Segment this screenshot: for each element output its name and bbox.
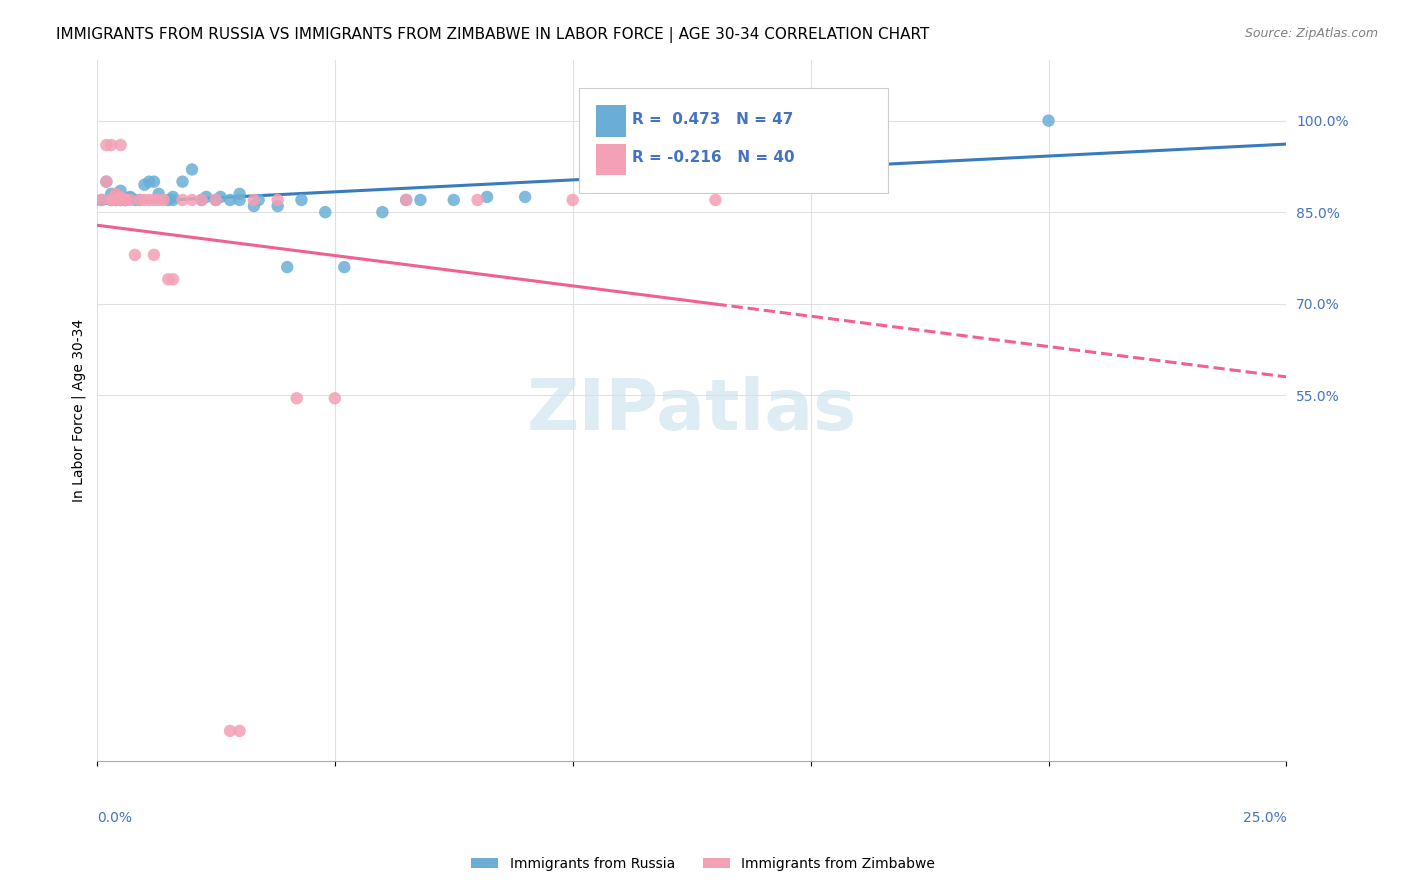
Point <box>90 193 112 207</box>
Legend: Immigrants from Russia, Immigrants from Zimbabwe: Immigrants from Russia, Immigrants from … <box>465 851 941 876</box>
Point <box>228 723 250 738</box>
Text: IMMIGRANTS FROM RUSSIA VS IMMIGRANTS FROM ZIMBABWE IN LABOR FORCE | AGE 30-34 CO: IMMIGRANTS FROM RUSSIA VS IMMIGRANTS FRO… <box>56 27 929 43</box>
Point <box>114 193 136 207</box>
Point <box>110 138 132 153</box>
Point <box>104 186 127 201</box>
Point <box>100 193 122 207</box>
Point <box>148 186 170 201</box>
Point <box>138 193 160 207</box>
FancyBboxPatch shape <box>596 144 626 176</box>
Point <box>276 260 298 274</box>
Point <box>190 193 212 207</box>
Point <box>181 193 204 207</box>
Point <box>96 175 118 189</box>
Point <box>172 193 194 207</box>
Text: ZIPatlas: ZIPatlas <box>527 376 856 445</box>
Point <box>475 190 498 204</box>
Point <box>633 113 655 128</box>
Point <box>124 248 146 262</box>
Point <box>395 193 418 207</box>
Point <box>142 248 165 262</box>
FancyBboxPatch shape <box>579 87 889 193</box>
Point <box>204 193 226 207</box>
Point <box>443 193 465 207</box>
Point <box>96 138 118 153</box>
Point <box>467 193 489 207</box>
Point <box>333 260 356 274</box>
Point <box>120 190 142 204</box>
Point <box>219 723 242 738</box>
Point <box>104 186 127 201</box>
Text: 0.0%: 0.0% <box>97 811 132 824</box>
Point <box>561 193 583 207</box>
Point <box>181 162 204 177</box>
Point <box>114 193 136 207</box>
Point <box>120 191 142 205</box>
Point <box>114 193 136 207</box>
Point <box>138 175 160 189</box>
Point <box>114 192 136 206</box>
Point <box>190 193 212 207</box>
Point <box>90 193 112 207</box>
Point <box>110 193 132 207</box>
Point <box>134 193 156 207</box>
Point <box>148 193 170 207</box>
Point <box>266 199 288 213</box>
Point <box>285 392 308 406</box>
Point <box>157 272 180 286</box>
Point <box>110 193 132 207</box>
Point <box>704 193 727 207</box>
Point <box>219 193 242 207</box>
Text: Source: ZipAtlas.com: Source: ZipAtlas.com <box>1244 27 1378 40</box>
Point <box>124 193 146 207</box>
Text: R =  0.473   N = 47: R = 0.473 N = 47 <box>633 112 793 127</box>
Point <box>100 193 122 207</box>
Point <box>128 193 150 207</box>
Point <box>157 193 180 207</box>
Text: R = -0.216   N = 40: R = -0.216 N = 40 <box>633 151 794 165</box>
Point <box>162 272 184 286</box>
Point <box>152 193 174 207</box>
Y-axis label: In Labor Force | Age 30-34: In Labor Force | Age 30-34 <box>72 319 86 502</box>
FancyBboxPatch shape <box>596 105 626 136</box>
Point <box>162 193 184 207</box>
Point <box>314 205 336 219</box>
Point <box>142 193 165 207</box>
Point <box>323 392 346 406</box>
Point <box>104 193 127 207</box>
Point <box>100 138 122 153</box>
Point <box>371 205 394 219</box>
Point <box>247 193 270 207</box>
Point <box>110 190 132 204</box>
Point <box>142 175 165 189</box>
Point <box>128 193 150 207</box>
Point <box>104 193 127 207</box>
Point <box>513 190 536 204</box>
Point <box>110 190 132 204</box>
Point <box>114 193 136 207</box>
Point <box>1038 113 1060 128</box>
Point <box>100 193 122 207</box>
Point <box>104 193 127 207</box>
Point <box>162 190 184 204</box>
Point <box>395 193 418 207</box>
Point <box>96 175 118 189</box>
Point <box>243 193 266 207</box>
Point <box>110 193 132 207</box>
Point <box>243 199 266 213</box>
Point <box>100 186 122 201</box>
Point <box>120 193 142 207</box>
Point <box>110 184 132 198</box>
Point <box>409 193 432 207</box>
Point <box>134 178 156 192</box>
Point <box>290 193 312 207</box>
Text: 25.0%: 25.0% <box>1243 811 1286 824</box>
Point <box>209 190 232 204</box>
Point <box>228 193 250 207</box>
Point <box>195 190 218 204</box>
Point <box>228 186 250 201</box>
Point <box>204 193 226 207</box>
Point <box>266 193 288 207</box>
Point <box>172 175 194 189</box>
